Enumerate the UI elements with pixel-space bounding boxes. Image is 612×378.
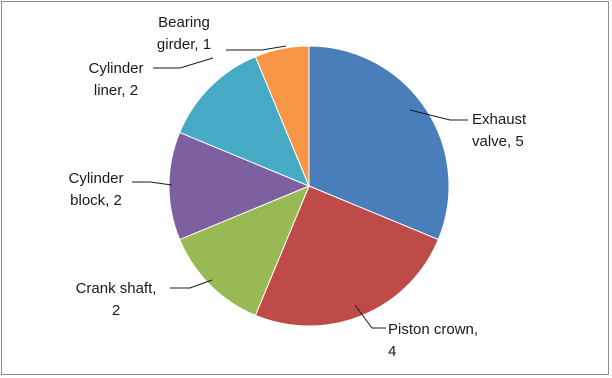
leader-line-exhaust-valve [409, 109, 468, 121]
data-label-cylinder-liner: Cylinder liner, 2 [88, 60, 143, 99]
pie-slice-bearing-girder [254, 45, 310, 187]
data-label-cylinder-block: Cylinder block, 2 [68, 170, 123, 209]
data-label-bearing-girder: Bearing girder, 1 [157, 14, 211, 53]
leader-line-cylinder-block [132, 181, 173, 186]
pie-slice-exhaust-valve [308, 45, 450, 241]
data-label-crank-shaft: Crank shaft, 2 [76, 280, 157, 319]
pie-slice-cylinder-block [168, 131, 311, 241]
data-label-piston-crown: Piston crown, 4 [388, 321, 478, 360]
data-label-exhaust-valve: Exhaust valve, 5 [472, 111, 527, 150]
pie-slice-crank-shaft [179, 185, 310, 316]
pie-slice-cylinder-liner [179, 56, 310, 187]
leader-line-crank-shaft [170, 279, 213, 289]
leader-line-cylinder-liner [153, 57, 214, 69]
leader-line-piston-crown [354, 304, 386, 329]
leader-line-bearing-girder [226, 45, 287, 51]
